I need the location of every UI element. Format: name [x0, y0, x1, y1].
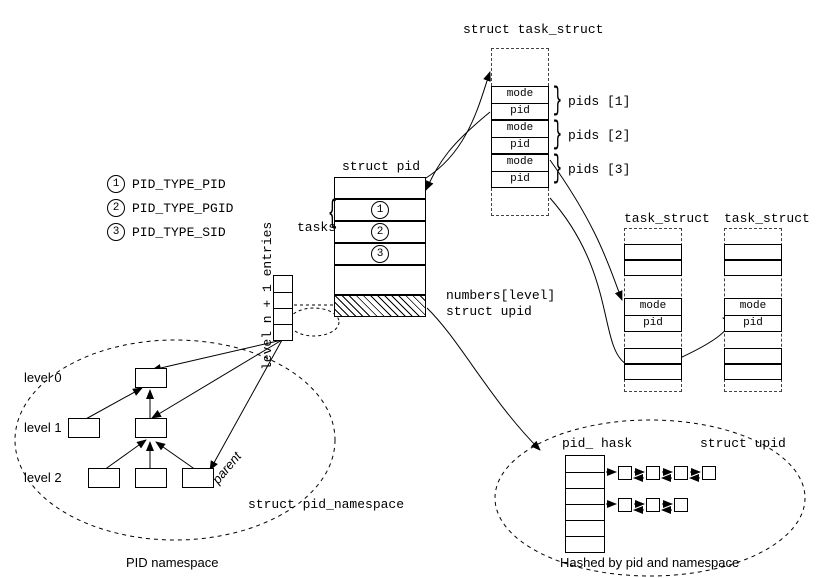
struct-pid-row-1: 1 — [334, 199, 426, 221]
struct-pid-row-gap — [334, 265, 426, 295]
label-level2: level 2 — [24, 470, 62, 485]
struct-pid-row-3: 3 — [334, 243, 426, 265]
caption-hashed: Hashed by pid and namespace — [560, 555, 739, 570]
label-pids1: pids [1] — [568, 94, 630, 109]
ts1-r1 — [624, 244, 682, 260]
label-struct-pid: struct pid — [342, 159, 420, 174]
tree-l1-n0 — [68, 418, 100, 438]
circle-3: 3 — [371, 245, 389, 263]
hc2-3 — [674, 498, 688, 512]
legend-circle-2: 2 — [107, 199, 125, 217]
hc1-1 — [618, 466, 632, 480]
label-level1: level 1 — [24, 420, 62, 435]
tree-l0-n0 — [135, 368, 167, 388]
label-level0: level 0 — [24, 370, 62, 385]
ts2-r1 — [724, 244, 782, 260]
label-task-struct-1: task_struct — [624, 211, 710, 226]
brace-tasks: { — [328, 198, 338, 264]
entries-stack — [273, 275, 293, 341]
ts2-r2 — [724, 260, 782, 276]
struct-pid-hatched — [334, 295, 426, 317]
ts2-r4 — [724, 364, 782, 380]
ts1-mp: modepid — [624, 298, 682, 332]
struct-pid-row-top — [334, 177, 426, 199]
tree-l2-n1 — [135, 468, 167, 488]
legend-circle-3: 3 — [107, 223, 125, 241]
ts1-r2 — [624, 260, 682, 276]
brace-pids2: } — [553, 119, 563, 151]
hc1-2 — [646, 466, 660, 480]
legend-3: PID_TYPE_SID — [132, 225, 226, 240]
hc1-4 — [702, 466, 716, 480]
label-pid-hask: pid_ hask — [562, 436, 632, 451]
label-struct-task-struct: struct task_struct — [463, 22, 603, 37]
circle-1: 1 — [371, 201, 389, 219]
tree-l2-n0 — [88, 468, 120, 488]
label-pids3: pids [3] — [568, 162, 630, 177]
ts-top-p1: modepid — [491, 86, 549, 120]
ts2-r3 — [724, 348, 782, 364]
tree-l2-n2 — [182, 468, 214, 488]
label-pids2: pids [2] — [568, 128, 630, 143]
legend-circle-1: 1 — [107, 175, 125, 193]
hash-chain-2 — [606, 504, 672, 510]
ts2-mp: modepid — [724, 298, 782, 332]
label-task-struct-2: task_struct — [724, 211, 810, 226]
caption-pid-namespace: PID namespace — [126, 555, 219, 570]
brace-pids3: } — [553, 153, 563, 185]
label-struct-upid: struct upid — [700, 436, 786, 451]
label-struct-pid-ns: struct pid_namespace — [248, 497, 404, 512]
hc1-3 — [674, 466, 688, 480]
ts1-r3 — [624, 348, 682, 364]
hc2-2 — [646, 498, 660, 512]
brace-pids1: } — [553, 85, 563, 117]
label-numbers-level: numbers[level] — [446, 288, 555, 303]
ts1-r4 — [624, 364, 682, 380]
circle-2: 2 — [371, 223, 389, 241]
ts-top-p2: modepid — [491, 120, 549, 154]
hash-table — [565, 455, 605, 553]
ts-top-p3: modepid — [491, 154, 549, 188]
label-struct-upid-b: struct upid — [446, 304, 532, 319]
label-level-n1: level n + 1 entries — [260, 222, 275, 370]
struct-pid-row-2: 2 — [334, 221, 426, 243]
tree-l1-n1 — [135, 418, 167, 438]
hc2-1 — [618, 498, 632, 512]
legend-2: PID_TYPE_PGID — [132, 201, 233, 216]
legend-1: PID_TYPE_PID — [132, 177, 226, 192]
